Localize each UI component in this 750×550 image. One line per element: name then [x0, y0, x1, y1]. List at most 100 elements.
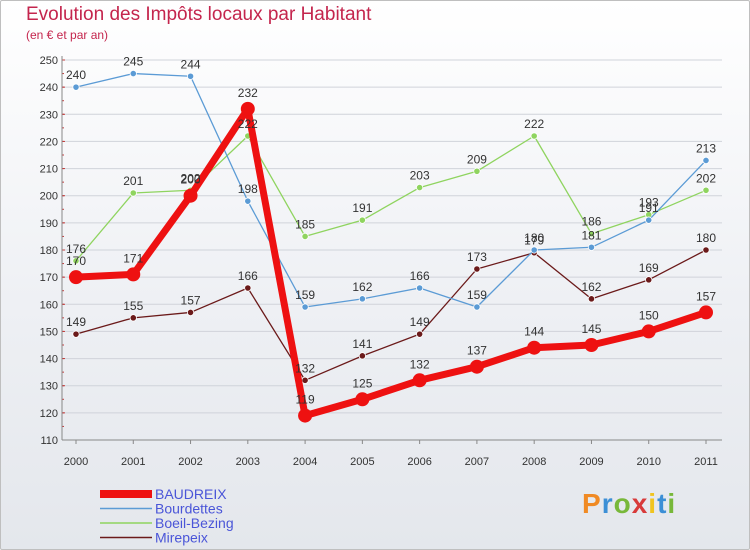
- series-baudreix-point: [298, 408, 313, 423]
- series-bourdettes-point: [702, 156, 710, 165]
- series-bourdettes-point: [587, 243, 596, 251]
- x-tick-label: 2010: [636, 456, 660, 468]
- series-baudreix-point: [183, 188, 198, 203]
- series-bourdettes-point: [645, 216, 653, 224]
- series-mirepeix-point: [702, 246, 710, 254]
- data-label: 198: [238, 182, 258, 196]
- logo-letter: x: [631, 488, 649, 519]
- x-tick-label: 2000: [64, 456, 88, 468]
- series-baudreix-point: [641, 324, 656, 339]
- data-label: 191: [639, 201, 659, 215]
- y-tick-label: 240: [40, 82, 58, 94]
- series-bourdettes-point: [186, 72, 195, 80]
- data-label: 150: [639, 308, 659, 322]
- series-mirepeix-point: [416, 330, 424, 338]
- series-bourdettes-point: [473, 303, 481, 311]
- data-label: 159: [467, 288, 487, 302]
- series-boeil-bezing-point: [587, 230, 596, 238]
- data-label: 141: [352, 337, 372, 351]
- series-bourdettes-point: [129, 69, 137, 78]
- y-tick-label: 200: [40, 191, 58, 203]
- data-label: 155: [123, 299, 143, 313]
- logo-letter: i: [648, 488, 658, 519]
- data-label: 149: [66, 315, 86, 329]
- x-tick-label: 2003: [236, 456, 260, 468]
- series-boeil-bezing-point: [530, 132, 538, 140]
- data-label: 119: [296, 393, 315, 407]
- series-mirepeix-line: [75, 249, 707, 381]
- x-tick-label: 2005: [350, 456, 374, 468]
- series-bourdettes-point: [301, 303, 309, 311]
- data-label: 144: [524, 325, 544, 339]
- series-mirepeix-point: [72, 330, 80, 338]
- series-baudreix-point: [412, 373, 427, 388]
- data-label: 186: [581, 215, 601, 229]
- series-bourdettes-point: [72, 83, 80, 91]
- series-boeil-bezing-point: [702, 186, 710, 194]
- y-tick-label: 140: [40, 354, 58, 366]
- x-tick-label: 2009: [579, 456, 603, 468]
- data-label: 209: [467, 152, 487, 166]
- data-label: 157: [181, 293, 201, 307]
- y-tick-label: 210: [40, 164, 58, 176]
- proxiti-logo: Proxiti: [582, 488, 676, 520]
- x-tick-label: 2008: [522, 456, 546, 468]
- logo-letter: i: [667, 488, 677, 519]
- y-tick-label: 160: [40, 299, 58, 311]
- series-boeil-bezing-point: [301, 232, 309, 241]
- legend-label: Bourdettes: [155, 501, 223, 517]
- y-tick-label: 120: [40, 408, 58, 420]
- data-label: 202: [696, 171, 716, 185]
- series-baudreix-point: [527, 340, 542, 355]
- data-label: 200: [181, 173, 201, 187]
- legend-label: BAUDREIX: [155, 486, 227, 502]
- data-label: 157: [696, 289, 716, 303]
- series-bourdettes-point: [416, 284, 424, 292]
- series-boeil-bezing-line: [75, 135, 707, 262]
- data-label: 240: [66, 68, 86, 82]
- series-baudreix-line: [72, 105, 710, 420]
- series-boeil-bezing-point: [473, 167, 481, 175]
- x-tick-label: 2006: [407, 456, 431, 468]
- series-mirepeix-point: [358, 352, 366, 360]
- series-boeil-bezing-point: [129, 189, 137, 197]
- series-baudreix-point: [699, 305, 713, 320]
- logo-letter: o: [613, 488, 632, 519]
- data-label: 162: [581, 280, 601, 294]
- data-label: 166: [238, 269, 258, 283]
- series-bourdettes-point: [530, 246, 538, 254]
- data-label: 245: [123, 55, 143, 69]
- series-bourdettes-line: [75, 72, 707, 308]
- x-tick-label: 2004: [293, 456, 317, 468]
- data-label: 132: [295, 361, 315, 375]
- data-label: 173: [467, 250, 487, 264]
- data-label: 176: [66, 242, 86, 256]
- y-tick-label: 230: [40, 109, 58, 121]
- chart-subtitle: (en € et par an): [26, 28, 109, 42]
- data-label: 166: [410, 269, 430, 283]
- data-label: 179: [524, 234, 544, 248]
- x-tick-label: 2007: [465, 456, 489, 468]
- data-label: 137: [467, 344, 487, 358]
- data-label: 244: [181, 57, 201, 71]
- data-label: 162: [352, 280, 372, 294]
- data-label: 132: [410, 357, 430, 371]
- data-label: 180: [524, 231, 544, 245]
- series-baudreix-point: [126, 267, 141, 282]
- series-mirepeix-point: [301, 376, 309, 384]
- series-baudreix-point: [469, 359, 484, 374]
- series-baudreix-point: [240, 101, 255, 116]
- y-tick-label: 170: [40, 272, 58, 284]
- data-label: 203: [410, 169, 430, 183]
- data-label: 191: [352, 201, 372, 215]
- logo-letter: r: [601, 488, 614, 519]
- data-label: 170: [66, 254, 86, 268]
- data-label: 145: [581, 322, 601, 336]
- y-tick-label: 110: [40, 435, 58, 447]
- series-boeil-bezing-point: [72, 257, 80, 265]
- series-mirepeix-point: [587, 295, 596, 303]
- data-label: 169: [639, 261, 659, 275]
- data-label: 185: [295, 217, 315, 231]
- y-tick-label: 180: [40, 245, 58, 257]
